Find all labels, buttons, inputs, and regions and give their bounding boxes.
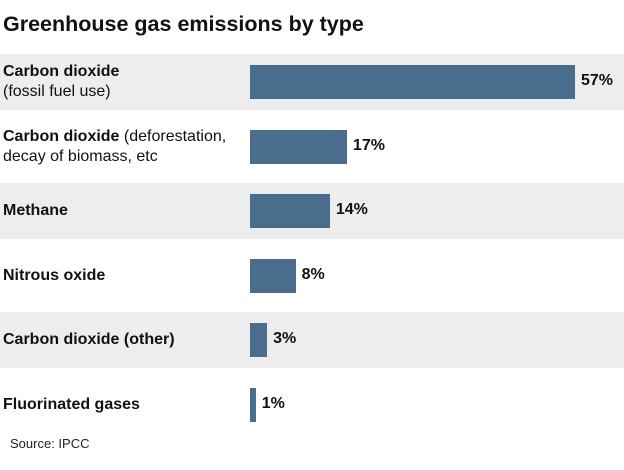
chart-row: Carbon dioxide (deforestation, decay of … [0,119,624,175]
category-label: Carbon dioxide (deforestation, decay of … [3,127,255,167]
bar [250,65,575,99]
category-label-bold: Carbon dioxide [3,63,120,80]
chart-row: Fluorinated gases 1% [0,377,624,433]
category-label: Methane [3,201,255,221]
category-label: Nitrous oxide [3,266,255,286]
category-label: Fluorinated gases [3,395,255,415]
value-label: 1% [261,394,285,412]
category-label-bold: Carbon dioxide (other) [3,331,175,348]
value-label: 17% [352,136,385,154]
value-label: 14% [335,201,368,218]
category-label-bold: Methane [3,202,68,219]
category-label-detail: (fossil fuel use) [3,83,111,100]
chart-row: Methane 14% [0,183,624,239]
chart-row: Carbon dioxide (fossil fuel use) 57% [0,54,624,110]
category-label-detail: (deforestation, decay of biomass, etc [3,127,227,165]
bar [250,387,256,422]
bar [250,194,330,228]
bar [250,129,347,164]
value-label: 8% [301,265,325,283]
bar [250,258,296,293]
category-label: Carbon dioxide (fossil fuel use) [3,62,255,102]
category-label-bold: Nitrous oxide [3,266,106,284]
value-label: 57% [581,72,614,89]
category-label: Carbon dioxide (other) [3,330,255,350]
category-label-bold: Carbon dioxide [3,127,120,145]
chart-row: Carbon dioxide (other) 3% [0,312,624,368]
category-label-bold: Fluorinated gases [3,395,140,413]
source-note: Source: IPCC [10,436,90,451]
value-label: 3% [273,330,297,347]
chart-row: Nitrous oxide 8% [0,248,624,304]
bar [250,323,268,357]
chart-title: Greenhouse gas emissions by type [3,12,364,36]
